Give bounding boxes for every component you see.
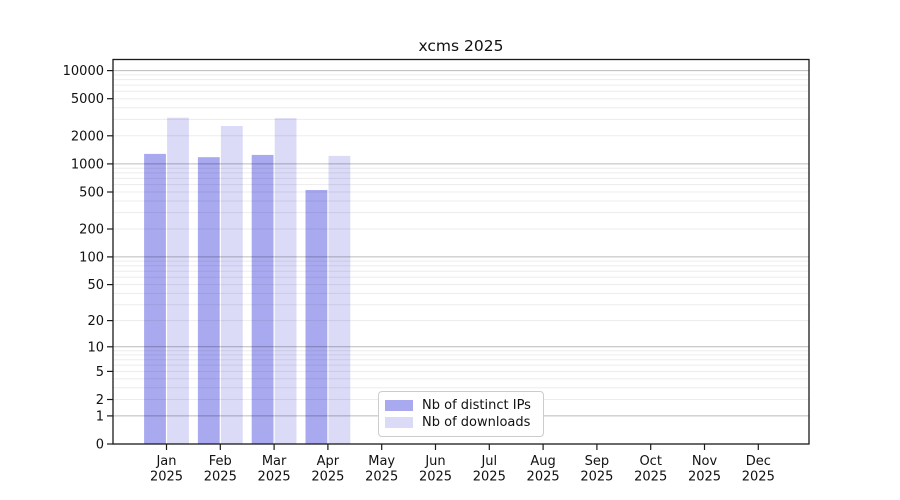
plot-border — [112, 58, 810, 445]
x-tick-label-year: 2025 — [204, 470, 237, 485]
y-tick-label: 100 — [79, 250, 104, 265]
legend-item-distinct-ips: Nb of distinct IPs — [385, 397, 535, 414]
bar-ips-feb — [197, 157, 220, 444]
x-tick-label-year: 2025 — [150, 470, 183, 485]
y-tick-label: 200 — [79, 223, 104, 238]
x-tick-label-month: Jul — [480, 454, 497, 469]
x-tick-label-year: 2025 — [258, 470, 291, 485]
y-tick-label: 2000 — [71, 129, 104, 144]
x-tick-label-year: 2025 — [742, 470, 775, 485]
x-tick-label-year: 2025 — [365, 470, 398, 485]
x-tick-label-year: 2025 — [527, 470, 560, 485]
x-tick-label-month: May — [368, 454, 395, 469]
y-tick-label: 20 — [87, 314, 104, 329]
bar-downloads-mar — [274, 118, 297, 444]
y-tick-label: 50 — [87, 278, 104, 293]
bar-downloads-jan — [167, 117, 189, 444]
y-tick-label: 0 — [96, 438, 104, 453]
y-tick-label: 2 — [96, 393, 104, 408]
legend: Nb of distinct IPs Nb of downloads — [378, 391, 544, 437]
x-tick-label-month: Jun — [424, 454, 445, 469]
bar-ips-mar — [251, 154, 274, 444]
y-tick-label: 5 — [96, 365, 104, 380]
x-tick-label-month: Nov — [692, 454, 718, 469]
y-tick-label: 10 — [87, 340, 104, 355]
legend-label-downloads: Nb of downloads — [422, 415, 531, 430]
x-tick-label-month: Mar — [262, 454, 287, 469]
x-tick-label-month: Feb — [209, 454, 232, 469]
y-tick-label: 5000 — [71, 92, 104, 107]
x-tick-label-month: Apr — [317, 454, 340, 469]
legend-swatch-downloads-icon — [385, 417, 413, 428]
x-tick-label-year: 2025 — [473, 470, 506, 485]
x-tick-label-year: 2025 — [634, 470, 667, 485]
x-tick-label-month: Dec — [746, 454, 771, 469]
x-tick-label-month: Sep — [585, 454, 610, 469]
x-tick-label-month: Jan — [155, 454, 176, 469]
x-tick-label-year: 2025 — [688, 470, 721, 485]
y-tick-label: 1 — [96, 409, 104, 424]
y-tick-label: 500 — [79, 186, 104, 201]
y-tick-label: 1000 — [71, 157, 104, 172]
y-tick-label: 10000 — [63, 64, 104, 79]
legend-item-downloads: Nb of downloads — [385, 414, 535, 431]
bar-ips-jan — [144, 153, 166, 444]
bar-downloads-apr — [328, 155, 351, 444]
legend-swatch-distinct-ips-icon — [385, 400, 413, 411]
x-tick-label-year: 2025 — [580, 470, 613, 485]
chart-title: xcms 2025 — [419, 37, 504, 55]
bar-downloads-feb — [220, 126, 243, 444]
bar-ips-apr — [305, 190, 328, 444]
legend-label-distinct-ips: Nb of distinct IPs — [422, 398, 531, 413]
x-tick-label-month: Oct — [639, 454, 661, 469]
x-tick-label-year: 2025 — [419, 470, 452, 485]
x-tick-label-year: 2025 — [311, 470, 344, 485]
x-tick-label-month: Aug — [530, 454, 555, 469]
